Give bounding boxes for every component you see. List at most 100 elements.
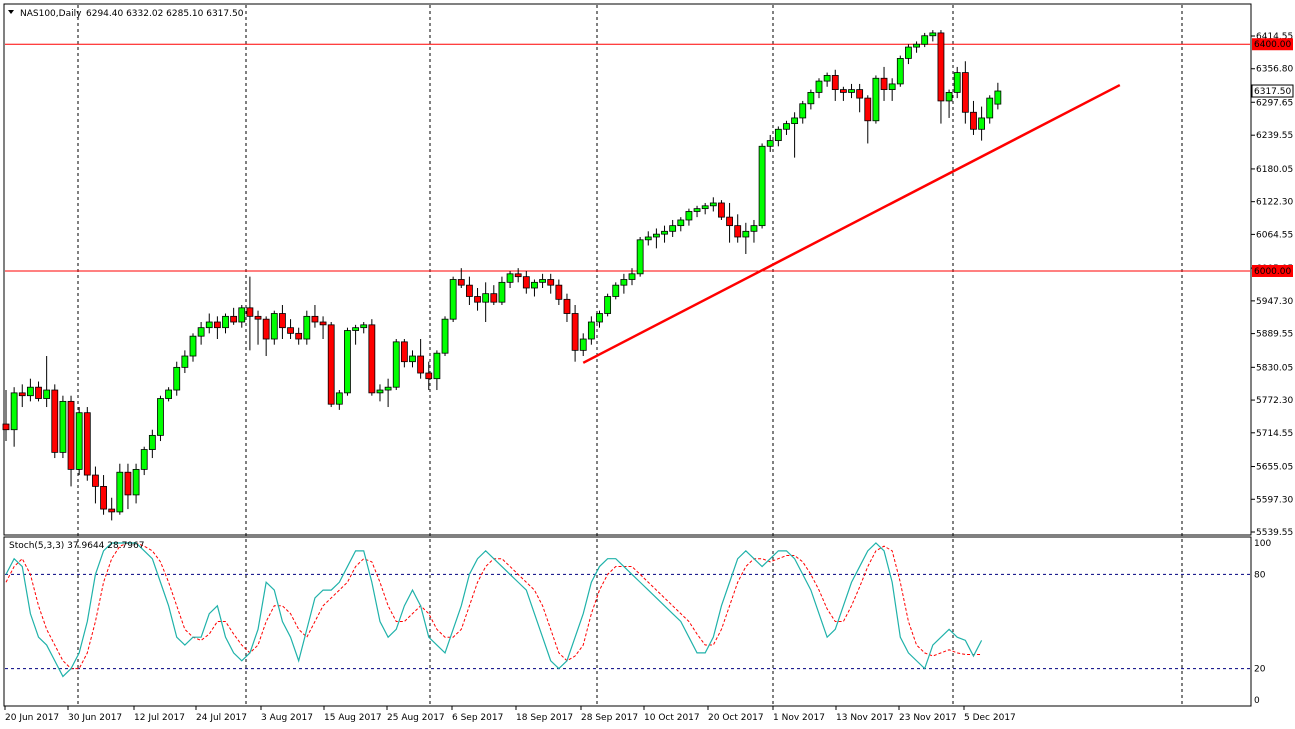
time-tick-label: 6 Sep 2017 bbox=[452, 713, 503, 723]
svg-text:6400.00: 6400.00 bbox=[1254, 40, 1291, 50]
candle-111 bbox=[905, 44, 912, 65]
candle-89 bbox=[726, 202, 733, 243]
candle-120 bbox=[978, 106, 985, 141]
stoch-label: Stoch(5,3,3) 37.9644 28.7967 bbox=[9, 541, 144, 551]
candle-98 bbox=[799, 100, 807, 124]
candle-86 bbox=[701, 202, 709, 215]
candle-90 bbox=[734, 214, 742, 243]
time-tick-label: 18 Sep 2017 bbox=[516, 713, 573, 723]
candle-83 bbox=[677, 217, 685, 232]
candle-56 bbox=[457, 268, 465, 288]
candle-43 bbox=[352, 324, 359, 345]
candle-62 bbox=[506, 270, 514, 288]
candle-8 bbox=[67, 395, 75, 487]
stoch-tick-label: 80 bbox=[1254, 570, 1266, 580]
candle-36 bbox=[295, 327, 303, 345]
candle-51 bbox=[417, 339, 425, 379]
candle-70 bbox=[571, 305, 579, 362]
svg-text:6317.50: 6317.50 bbox=[1254, 87, 1291, 97]
candle-84 bbox=[685, 208, 693, 226]
candle-105 bbox=[856, 83, 864, 113]
candle-44 bbox=[360, 322, 368, 334]
candle-34 bbox=[279, 305, 286, 340]
candle-16 bbox=[132, 463, 140, 504]
candle-15 bbox=[124, 463, 132, 510]
candle-22 bbox=[181, 350, 189, 374]
candle-32 bbox=[262, 316, 270, 357]
candle-68 bbox=[555, 279, 563, 306]
time-axis: 20 Jun 2017 30 Jun 2017 12 Jul 2017 24 Jul … bbox=[4, 706, 1016, 723]
candle-48 bbox=[392, 339, 400, 391]
candle-12 bbox=[100, 475, 107, 515]
candle-99 bbox=[807, 89, 815, 110]
candle-9 bbox=[75, 407, 83, 476]
candle-79 bbox=[644, 231, 652, 246]
candle-72 bbox=[587, 316, 595, 345]
candle-5 bbox=[43, 356, 51, 408]
candle-73 bbox=[596, 310, 603, 328]
candle-37 bbox=[303, 310, 311, 345]
trendline[interactable] bbox=[582, 83, 1121, 364]
price-panel-frame bbox=[3, 3, 1252, 536]
candle-39 bbox=[319, 316, 327, 340]
candle-108 bbox=[880, 66, 888, 101]
time-tick-label: 12 Jul 2017 bbox=[134, 713, 185, 723]
candle-40 bbox=[327, 322, 335, 408]
price-tick-label: 6239.55 bbox=[1256, 131, 1293, 141]
candle-31 bbox=[254, 310, 262, 345]
time-tick-label: 3 Aug 2017 bbox=[261, 713, 313, 723]
indicator-panel-frame bbox=[3, 536, 1252, 707]
price-tick-label: 5889.55 bbox=[1256, 330, 1293, 340]
time-tick-label: 15 Aug 2017 bbox=[324, 713, 382, 723]
price-tick-label: 5714.55 bbox=[1256, 429, 1293, 439]
candle-17 bbox=[140, 446, 148, 476]
candlestick-series bbox=[2, 30, 1002, 521]
symbol-menu-arrow-icon[interactable] bbox=[8, 10, 14, 14]
price-tick-label: 5539.55 bbox=[1256, 528, 1293, 538]
candle-77 bbox=[628, 268, 636, 286]
candle-78 bbox=[636, 236, 644, 277]
candle-115 bbox=[937, 30, 945, 124]
candle-0 bbox=[2, 390, 10, 442]
candle-25 bbox=[205, 313, 213, 334]
candle-52 bbox=[425, 361, 433, 391]
candle-49 bbox=[400, 339, 408, 368]
candle-67 bbox=[547, 273, 555, 294]
candle-104 bbox=[848, 83, 855, 99]
vertical-grid bbox=[77, 5, 1183, 705]
time-tick-label: 23 Nov 2017 bbox=[899, 713, 957, 723]
current-price-marker: 6317.50 bbox=[1251, 84, 1294, 98]
candle-24 bbox=[197, 322, 205, 345]
time-tick-label: 1 Nov 2017 bbox=[773, 713, 825, 723]
candle-41 bbox=[335, 390, 343, 410]
time-tick-label: 25 Aug 2017 bbox=[387, 713, 445, 723]
candle-1 bbox=[10, 387, 18, 447]
stochastic-series bbox=[5, 542, 983, 678]
candle-96 bbox=[783, 120, 790, 135]
price-tick-label: 6122.30 bbox=[1256, 198, 1293, 208]
candle-50 bbox=[409, 350, 416, 368]
candle-92 bbox=[750, 219, 758, 243]
candle-80 bbox=[653, 228, 660, 249]
candle-64 bbox=[522, 270, 530, 294]
candle-97 bbox=[791, 112, 799, 158]
candle-109 bbox=[888, 78, 896, 101]
price-tick-label: 6414.55 bbox=[1256, 32, 1293, 42]
candle-53 bbox=[433, 350, 441, 391]
candle-61 bbox=[498, 276, 506, 306]
candle-23 bbox=[189, 333, 197, 362]
time-tick-label: 20 Jun 2017 bbox=[5, 713, 59, 723]
candle-112 bbox=[913, 41, 920, 53]
candle-10 bbox=[83, 407, 91, 481]
candle-101 bbox=[823, 72, 831, 87]
line-price-marker: 6400.00 bbox=[1252, 38, 1293, 51]
price-tick-label: 5830.05 bbox=[1256, 363, 1293, 373]
candle-14 bbox=[116, 463, 124, 515]
stoch-main-line bbox=[5, 542, 983, 678]
candle-30 bbox=[246, 276, 254, 351]
candle-11 bbox=[92, 466, 99, 504]
candle-116 bbox=[945, 89, 953, 118]
candle-87 bbox=[709, 197, 717, 212]
ohlc-readout: 6294.40 6332.02 6285.10 6317.50 bbox=[86, 9, 244, 19]
